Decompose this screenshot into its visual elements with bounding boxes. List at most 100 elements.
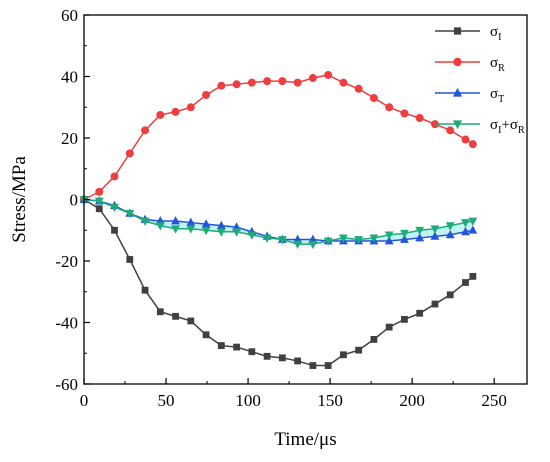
data-point (400, 109, 409, 118)
x-tick-label: 100 (235, 391, 261, 410)
data-point (186, 225, 196, 234)
x-tick-label: 50 (158, 391, 175, 410)
data-point (111, 226, 118, 234)
data-point (278, 77, 287, 86)
data-point (171, 216, 180, 225)
data-point (384, 236, 394, 245)
data-point (468, 225, 478, 234)
legend-label: σI+σR (490, 117, 525, 136)
y-axis-title: Stress/MPa (9, 156, 30, 243)
data-point (232, 228, 241, 237)
data-point (141, 286, 149, 294)
data-point (95, 187, 104, 196)
data-point (233, 343, 240, 351)
data-point (461, 219, 470, 228)
data-point (370, 336, 378, 343)
data-point (415, 226, 425, 236)
legend-marker (452, 120, 463, 130)
data-point (461, 226, 470, 236)
data-point (400, 229, 409, 239)
data-point (187, 317, 195, 325)
data-point (141, 126, 150, 135)
legend-label: σI (490, 24, 501, 43)
y-tick-label: 0 (70, 191, 79, 210)
data-point (277, 236, 287, 245)
data-point (339, 234, 348, 243)
data-point (216, 228, 226, 237)
data-point (461, 135, 470, 144)
legend-item: σI+σR (435, 117, 525, 136)
y-tick-label: 40 (61, 68, 78, 87)
data-point (401, 316, 408, 323)
data-point (95, 205, 103, 213)
data-point (308, 74, 317, 83)
data-point (446, 291, 454, 299)
x-tick-label: 0 (80, 391, 89, 410)
data-point (94, 197, 104, 206)
data-point (324, 362, 332, 369)
data-point (293, 240, 303, 249)
data-point (294, 357, 302, 365)
data-point (202, 331, 210, 339)
data-point (126, 256, 134, 263)
y-tick-label: -20 (55, 252, 78, 271)
data-point (354, 84, 363, 93)
data-point (369, 94, 378, 103)
x-tick-label: 250 (481, 391, 507, 410)
data-point (324, 70, 333, 79)
data-point (202, 90, 211, 99)
legend-item: σR (435, 55, 505, 74)
x-axis-title: Time/μs (274, 429, 336, 450)
y-tick-label: -60 (55, 375, 78, 394)
legend-item: σI (435, 24, 501, 43)
series-0 (80, 196, 477, 369)
data-point (385, 323, 393, 331)
legend-label: σR (490, 55, 505, 74)
data-point (415, 233, 425, 242)
y-axis: -60 -40 -20 0 20 40 60 (55, 6, 90, 394)
data-point (172, 312, 179, 320)
data-point (263, 77, 272, 86)
data-point (155, 222, 165, 231)
data-point (171, 107, 180, 116)
data-point (462, 279, 469, 286)
legend-item: σT (435, 86, 504, 105)
series-line (83, 74, 474, 201)
series-3 (79, 196, 478, 249)
data-point (415, 114, 424, 123)
data-point (156, 110, 165, 119)
data-point (369, 234, 379, 243)
legend-marker (453, 57, 462, 67)
data-point (201, 226, 211, 236)
data-point (201, 219, 211, 228)
x-tick-label: 200 (399, 391, 425, 410)
legend: σI σR σT σI+σR (435, 24, 525, 136)
data-point (125, 149, 134, 158)
data-point (384, 231, 394, 240)
data-point (468, 217, 478, 226)
y-tick-label: 60 (61, 6, 78, 25)
plot-frame (83, 14, 528, 385)
data-point (186, 217, 196, 226)
data-point (278, 354, 286, 362)
legend-marker (453, 27, 462, 35)
data-point (355, 346, 363, 354)
data-point (262, 234, 272, 243)
series-1 (80, 70, 477, 204)
data-point (468, 140, 477, 149)
data-point (140, 217, 150, 226)
x-axis: 0 50 100 150 200 250 (80, 378, 507, 410)
series-layer (79, 70, 478, 369)
data-point (309, 362, 317, 369)
data-point (171, 225, 180, 234)
data-point (110, 172, 119, 181)
data-point (416, 309, 424, 317)
data-point (217, 342, 225, 349)
data-point (446, 126, 455, 135)
data-point (216, 220, 226, 230)
data-point (232, 80, 241, 89)
data-point (156, 308, 164, 316)
data-point (308, 240, 318, 249)
data-point (354, 236, 364, 245)
